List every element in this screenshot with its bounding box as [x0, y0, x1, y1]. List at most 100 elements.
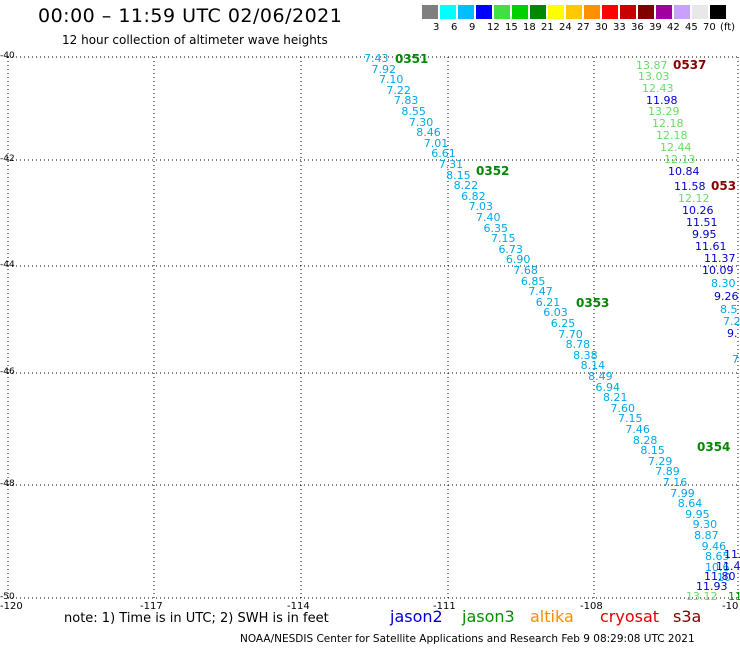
- legend-swatch: [512, 5, 528, 19]
- swh-value: 7.15: [617, 412, 643, 426]
- swh-value: 9.30: [692, 518, 718, 532]
- lat-label: -42: [0, 154, 15, 164]
- swh-value: 12.12: [678, 192, 710, 205]
- legend-swatch: [620, 5, 636, 19]
- swh-value: 7.99: [670, 486, 695, 500]
- swh-value: 9.95: [692, 228, 717, 241]
- swh-value: 9.46: [701, 539, 727, 553]
- legend-swatch: [422, 5, 438, 19]
- swh-value: 6.85: [520, 274, 546, 288]
- swh-value: 8.64: [677, 497, 703, 511]
- swh-value: 8.49: [588, 370, 613, 383]
- swh-value: 10.09: [702, 264, 734, 277]
- swh-value: 11.80: [704, 570, 736, 583]
- swh-value: 11.58: [674, 180, 706, 193]
- swh-value: 6.82: [461, 189, 486, 203]
- swh-value: 10.26: [682, 204, 714, 217]
- satellite-label-altika: altika: [530, 607, 574, 626]
- legend-label: 24: [559, 22, 572, 33]
- pass-time-label: 0351: [395, 52, 429, 66]
- legend-label: 45: [685, 22, 698, 33]
- map-subtitle: 12 hour collection of altimeter wave hei…: [62, 33, 328, 47]
- swh-value: 8.5: [720, 303, 738, 316]
- satellite-label-cryosat: cryosat: [600, 607, 660, 626]
- lon-label: -108: [580, 601, 603, 612]
- legend-swatch: [440, 5, 456, 19]
- swh-value: 7.30: [408, 115, 434, 129]
- lon-label: -120: [0, 601, 23, 612]
- swh-value: 10: [717, 571, 731, 585]
- swh-value: 7.01: [423, 136, 449, 150]
- swh-value: 6.25: [550, 317, 576, 330]
- map-title: 00:00 – 11:59 UTC 02/06/2021: [38, 5, 343, 27]
- lon-label: -117: [140, 601, 163, 612]
- legend-label: 36: [631, 22, 644, 33]
- lon-label: -111: [433, 601, 456, 612]
- swh-value: 11: [728, 590, 740, 603]
- legend-swatch: [674, 5, 690, 19]
- satellite-label-s3a: s3a: [673, 607, 702, 626]
- lat-label: -40: [0, 51, 15, 61]
- swh-value: 6.03: [543, 306, 568, 320]
- swh-value: 8.21: [603, 391, 628, 405]
- swh-value: 11.37: [704, 252, 736, 265]
- legend-label: 12: [487, 22, 500, 33]
- swh-value: 8.78: [565, 338, 591, 352]
- pass-time-label: 0352: [476, 164, 510, 178]
- swh-value: 7.03: [468, 200, 494, 214]
- satellite-label-jason3: jason3: [462, 607, 515, 626]
- swh-value: 10.84: [668, 165, 700, 178]
- swh-value: 12.43: [642, 82, 674, 95]
- swh-value: 12.13: [664, 153, 696, 166]
- swh-value: 8.15: [446, 168, 471, 182]
- swh-value: 13.12: [686, 590, 718, 603]
- legend-label: 9: [469, 22, 476, 33]
- lat-label: -48: [0, 479, 15, 489]
- swh-value: 8.14: [580, 359, 606, 373]
- legend-label: 15: [505, 22, 518, 33]
- swh-value: 6.21: [535, 295, 561, 309]
- pass-time-label: 053: [711, 179, 737, 193]
- lon-label: -10: [722, 601, 739, 612]
- swh-value: 8.15: [640, 444, 665, 458]
- swh-value: 13.03: [638, 70, 670, 83]
- swh-value: 6.94: [595, 380, 621, 394]
- swh-value: 7: [732, 353, 739, 366]
- swh-value: 11.98: [646, 94, 678, 107]
- swh-value: 12.44: [660, 141, 692, 154]
- swh-value: 8.87: [694, 529, 719, 542]
- swh-value: 11.93: [696, 580, 728, 593]
- swh-value: 7.70: [558, 327, 583, 341]
- swh-value: 11.48: [716, 560, 740, 573]
- legend-label: 27: [577, 22, 590, 33]
- swh-value: 12.18: [656, 129, 688, 142]
- swh-value: 7.89: [655, 465, 680, 479]
- swh-value: 8.22: [453, 179, 479, 193]
- legend-swatch: [602, 5, 618, 19]
- swh-value: 8.28: [632, 433, 658, 447]
- swh-value: 7.43: [364, 52, 389, 65]
- lat-label: -50: [0, 592, 15, 602]
- swh-value: 7.60: [610, 401, 635, 415]
- pass-time-label: 0537: [673, 58, 707, 72]
- legend-swatch: [494, 5, 510, 19]
- swh-value: 8.30: [711, 277, 736, 290]
- swh-value: 9.95: [685, 507, 710, 521]
- legend-swatch: [584, 5, 600, 19]
- legend-label: 18: [523, 22, 536, 33]
- swh-value: 8.65: [705, 550, 730, 564]
- swh-value: 8.38: [573, 348, 598, 362]
- legend-swatch: [476, 5, 492, 19]
- swh-value: 10.6: [705, 560, 730, 574]
- pass-time-label: 0354: [697, 440, 731, 454]
- legend-label: 6: [451, 22, 458, 33]
- swh-value: 8.46: [416, 126, 441, 140]
- legend-label: 30: [595, 22, 608, 33]
- units-note: note: 1) Time is in UTC; 2) SWH is in fe…: [64, 611, 329, 626]
- swh-value: 7.10: [378, 73, 404, 87]
- legend-label: 3: [433, 22, 440, 33]
- pass-time-label: 0353: [576, 296, 610, 310]
- swh-value: 7.16: [662, 476, 688, 489]
- swh-value: 7.83: [393, 94, 419, 108]
